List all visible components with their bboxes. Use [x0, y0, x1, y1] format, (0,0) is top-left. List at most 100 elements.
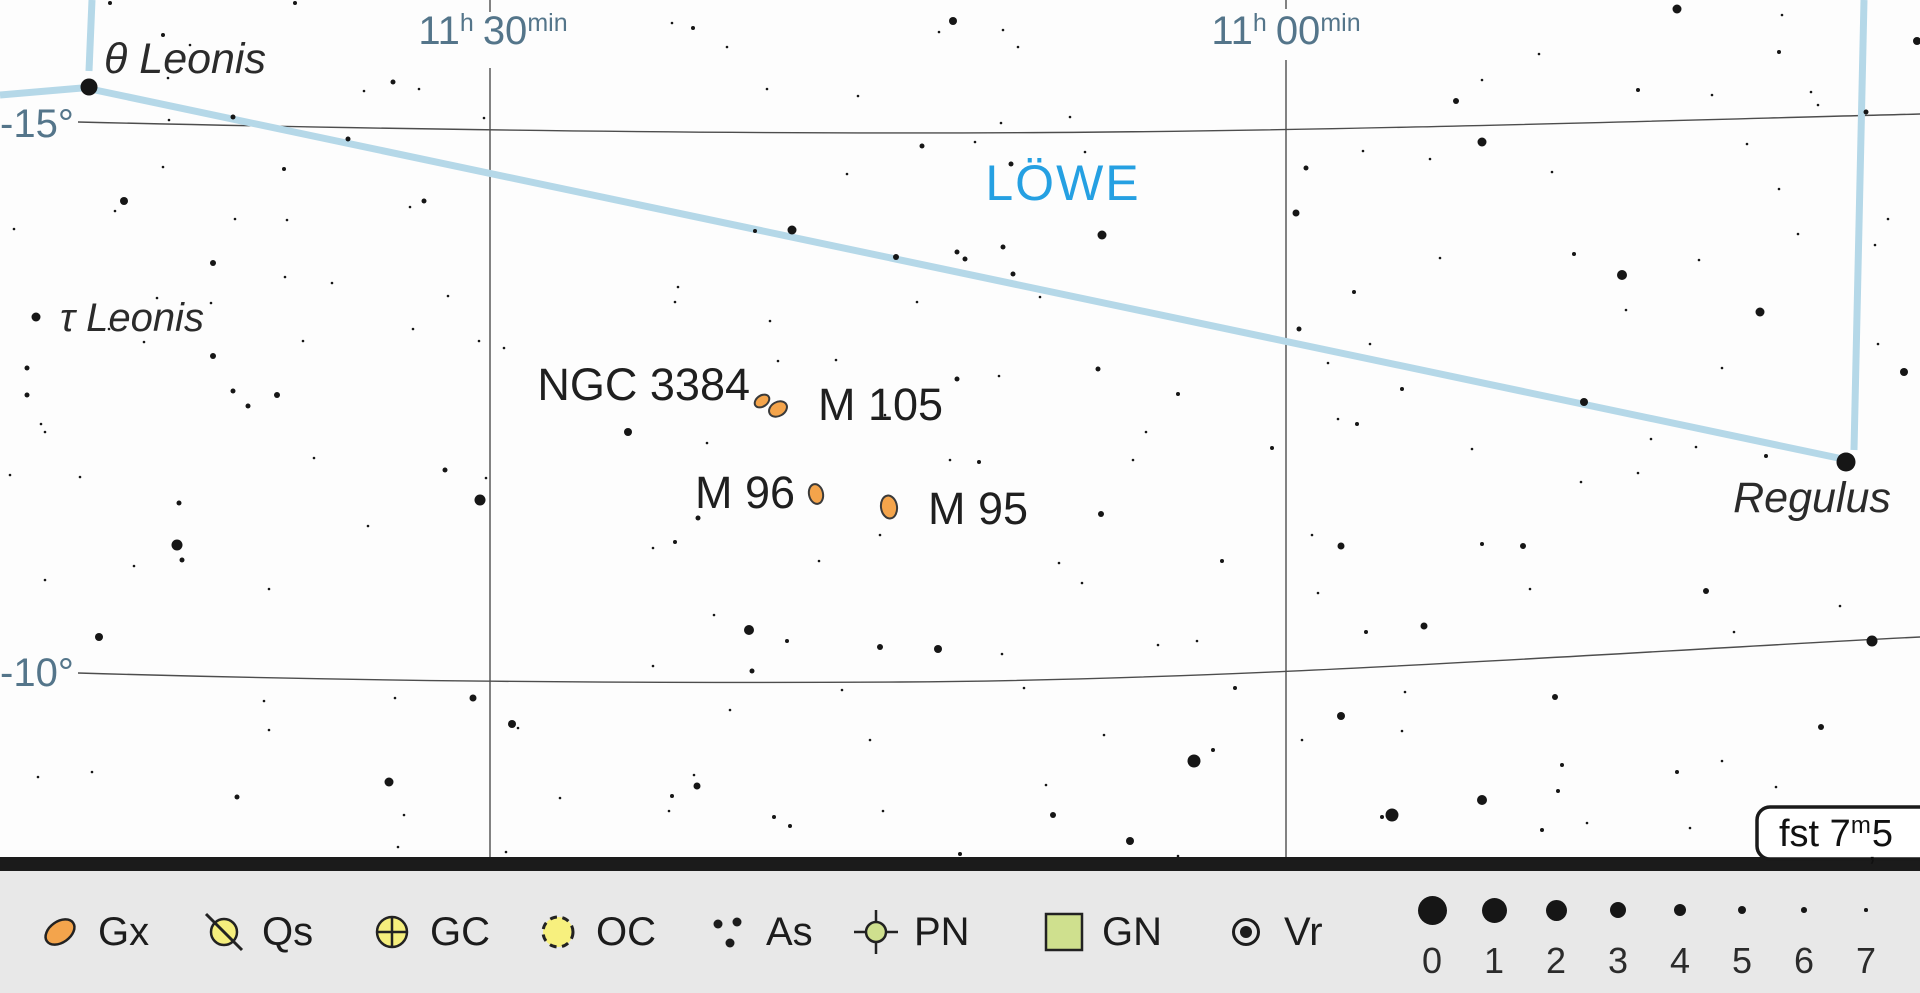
field-star	[90, 770, 94, 774]
field-star	[1550, 170, 1554, 174]
field-star	[95, 633, 103, 641]
field-star	[1913, 37, 1920, 45]
field-star	[1211, 748, 1215, 752]
magnitude-dot	[1674, 904, 1686, 916]
field-star	[673, 300, 677, 304]
field-star	[1480, 78, 1484, 82]
field-star	[362, 89, 366, 93]
field-star	[1876, 342, 1880, 346]
star-label-theta-leonis: θ Leonis	[104, 35, 266, 83]
field-star	[1838, 604, 1842, 608]
field-star	[366, 524, 370, 528]
field-star	[1355, 422, 1359, 426]
field-star	[1777, 187, 1781, 191]
field-star	[176, 500, 182, 506]
field-star	[442, 467, 448, 473]
field-star	[1083, 150, 1087, 154]
separator-bar	[0, 857, 1920, 871]
field-star	[1044, 783, 1048, 787]
field-star	[1732, 630, 1736, 634]
field-star	[1400, 729, 1404, 733]
field-star	[1336, 417, 1340, 421]
legend-bar: Gx Qs GC OC	[0, 871, 1920, 993]
field-star	[772, 815, 776, 819]
field-star	[1816, 103, 1820, 107]
field-star	[1361, 149, 1365, 153]
field-star	[558, 796, 562, 800]
constellation-lines	[0, 0, 1868, 463]
field-star	[1710, 93, 1714, 97]
legend-label-gn: GN	[1102, 910, 1162, 954]
field-star	[282, 167, 286, 171]
field-star	[1470, 447, 1474, 451]
field-star	[1102, 733, 1106, 737]
field-star	[1000, 244, 1006, 250]
field-star	[1095, 366, 1101, 372]
field-star	[1000, 652, 1004, 656]
field-star	[262, 699, 266, 703]
field-star	[393, 696, 397, 700]
dso-label-m105: M 105	[818, 379, 943, 430]
field-star	[8, 473, 12, 477]
field-star	[1649, 437, 1653, 441]
field-star	[1364, 630, 1368, 634]
magnitude-cell: 1	[1463, 877, 1525, 993]
field-star	[230, 388, 236, 394]
field-star	[1572, 252, 1576, 256]
field-star	[1636, 471, 1640, 475]
field-star	[768, 319, 772, 323]
field-star	[744, 625, 754, 635]
fst-decimal-mark: ,	[1868, 834, 1876, 867]
galaxy-icon	[44, 918, 76, 946]
limiting-magnitude-box: fst 7m5 ,	[1755, 805, 1920, 867]
field-star	[1453, 98, 1459, 104]
field-star	[408, 205, 412, 209]
field-star	[1296, 326, 1302, 332]
magnitude-cell: 5	[1711, 877, 1773, 993]
asterism-icon	[713, 917, 742, 948]
field-star	[1016, 45, 1020, 49]
field-star	[1400, 387, 1404, 391]
variable-star-icon	[1232, 918, 1260, 946]
field-star	[179, 557, 185, 563]
field-star	[1863, 109, 1869, 115]
field-star	[878, 388, 882, 392]
field-star	[670, 794, 674, 798]
field-star	[1368, 342, 1372, 346]
field-star	[36, 775, 40, 779]
field-star	[502, 346, 506, 350]
field-star	[267, 587, 271, 591]
magnitude-cell: 2	[1525, 877, 1587, 993]
field-star	[915, 300, 919, 304]
quasar-icon	[204, 912, 244, 952]
field-star	[120, 197, 128, 205]
field-star	[1636, 88, 1640, 92]
field-star	[330, 281, 334, 285]
field-star	[749, 668, 755, 674]
star-label-regulus: Regulus	[1733, 474, 1891, 522]
field-star	[155, 296, 159, 300]
legend-item-galaxy: Gx	[36, 871, 149, 993]
field-star	[856, 94, 860, 98]
magnitude-cell: 3	[1587, 877, 1649, 993]
field-star	[973, 140, 977, 144]
planetary-nebula-icon	[854, 910, 898, 954]
field-star	[504, 850, 508, 854]
field-star	[1520, 543, 1526, 549]
dso-ellipse	[879, 494, 899, 520]
field-star	[954, 249, 960, 255]
field-star	[1337, 542, 1345, 550]
deep-sky-objects	[753, 393, 899, 520]
legend-item-variable-star: Vr	[1222, 871, 1323, 993]
magnitude-value: 5	[1731, 940, 1753, 981]
dso-label-m96: M 96	[695, 467, 795, 518]
field-star	[161, 33, 165, 37]
field-star	[695, 515, 701, 521]
field-star	[1022, 686, 1026, 690]
field-star	[1131, 458, 1135, 462]
field-star	[1187, 754, 1201, 768]
field-star	[1080, 581, 1084, 585]
field-star	[1326, 361, 1330, 365]
legend-item-globular-cluster: GC	[368, 871, 490, 993]
